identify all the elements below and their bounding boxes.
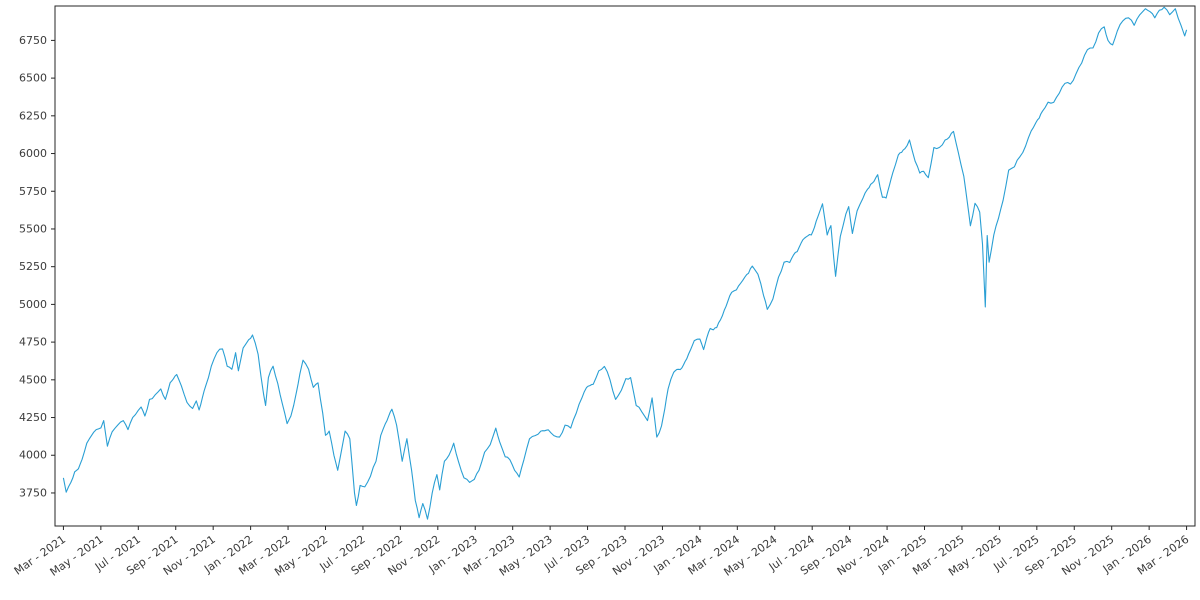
y-tick-label: 5250 [19,260,47,273]
y-tick-label: 5000 [19,298,47,311]
plot-border [54,5,1196,527]
y-tick-label: 6500 [19,72,47,85]
price-line [62,6,1188,520]
y-tick-label: 4000 [19,449,47,462]
y-tick-label: 5500 [19,222,47,235]
y-tick-label: 4250 [19,411,47,424]
y-tick-label: 5750 [19,185,47,198]
y-tick-label: 4750 [19,336,47,349]
y-tick-label: 6750 [19,34,47,47]
y-tick-label: 4500 [19,373,47,386]
y-tick-label: 6250 [19,109,47,122]
y-tick-label: 6000 [19,147,47,160]
y-tick-label: 3750 [19,486,47,499]
